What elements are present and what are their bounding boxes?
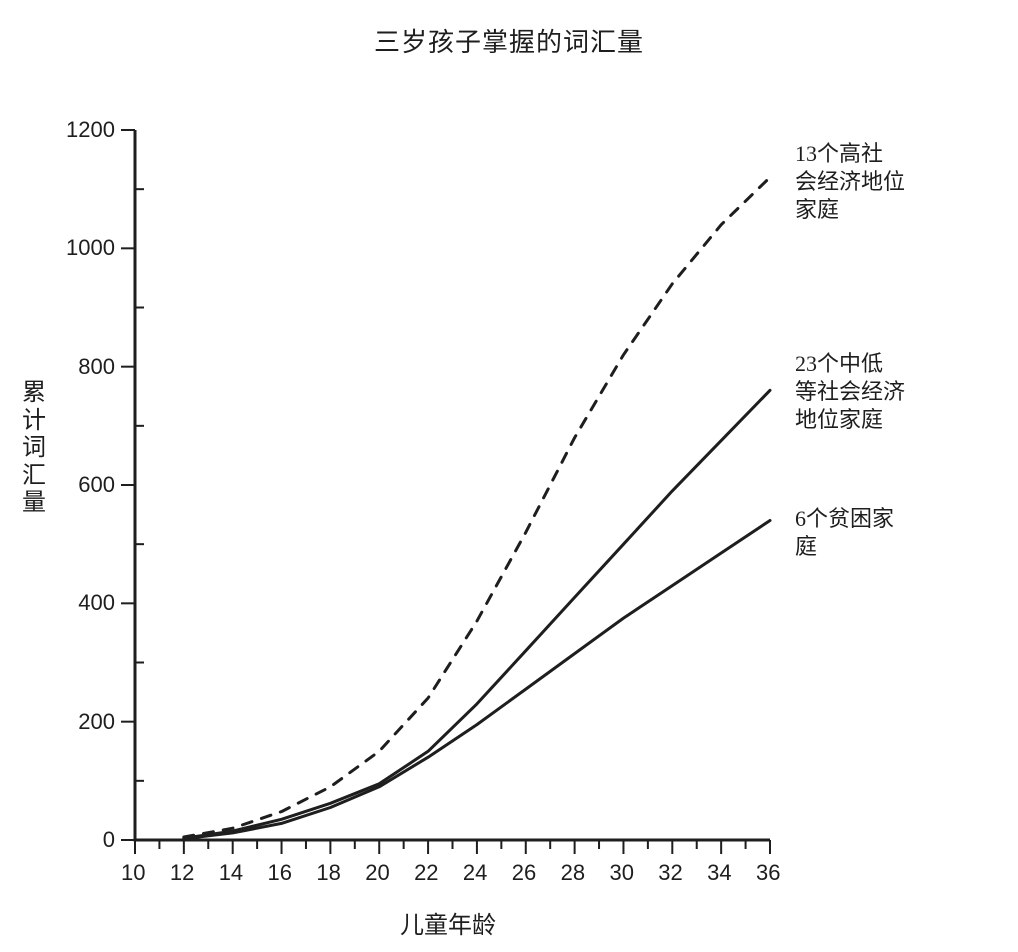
series-label-poor: 6个贫困家 庭 (795, 505, 894, 561)
y-tick-label: 400 (78, 590, 115, 616)
series-poor (184, 521, 770, 839)
x-tick-label: 30 (609, 860, 633, 886)
y-tick-label: 600 (78, 472, 115, 498)
series-high-ses (184, 177, 770, 837)
x-tick-label: 10 (121, 860, 145, 886)
y-tick-label: 0 (103, 827, 115, 853)
axes (135, 130, 770, 840)
x-tick-label: 26 (512, 860, 536, 886)
y-tick-label: 1200 (66, 117, 115, 143)
x-tick-label: 20 (365, 860, 389, 886)
x-tick-label: 12 (170, 860, 194, 886)
x-tick-label: 18 (316, 860, 340, 886)
x-tick-label: 14 (219, 860, 243, 886)
x-tick-label: 36 (756, 860, 780, 886)
y-tick-label: 200 (78, 709, 115, 735)
x-tick-label: 28 (561, 860, 585, 886)
series-label-mid-low-ses: 23个中低 等社会经济 地位家庭 (795, 350, 905, 434)
y-tick-label: 1000 (66, 235, 115, 261)
x-tick-label: 32 (658, 860, 682, 886)
series-mid-low-ses (184, 390, 770, 838)
chart-page: 三岁孩子掌握的词汇量 累计词汇量 儿童年龄 020040060080010001… (0, 0, 1018, 952)
y-tick-label: 800 (78, 354, 115, 380)
x-tick-label: 24 (463, 860, 487, 886)
x-tick-label: 16 (268, 860, 292, 886)
x-tick-label: 22 (414, 860, 438, 886)
series-label-high-ses: 13个高社 会经济地位 家庭 (795, 140, 905, 224)
x-tick-label: 34 (707, 860, 731, 886)
